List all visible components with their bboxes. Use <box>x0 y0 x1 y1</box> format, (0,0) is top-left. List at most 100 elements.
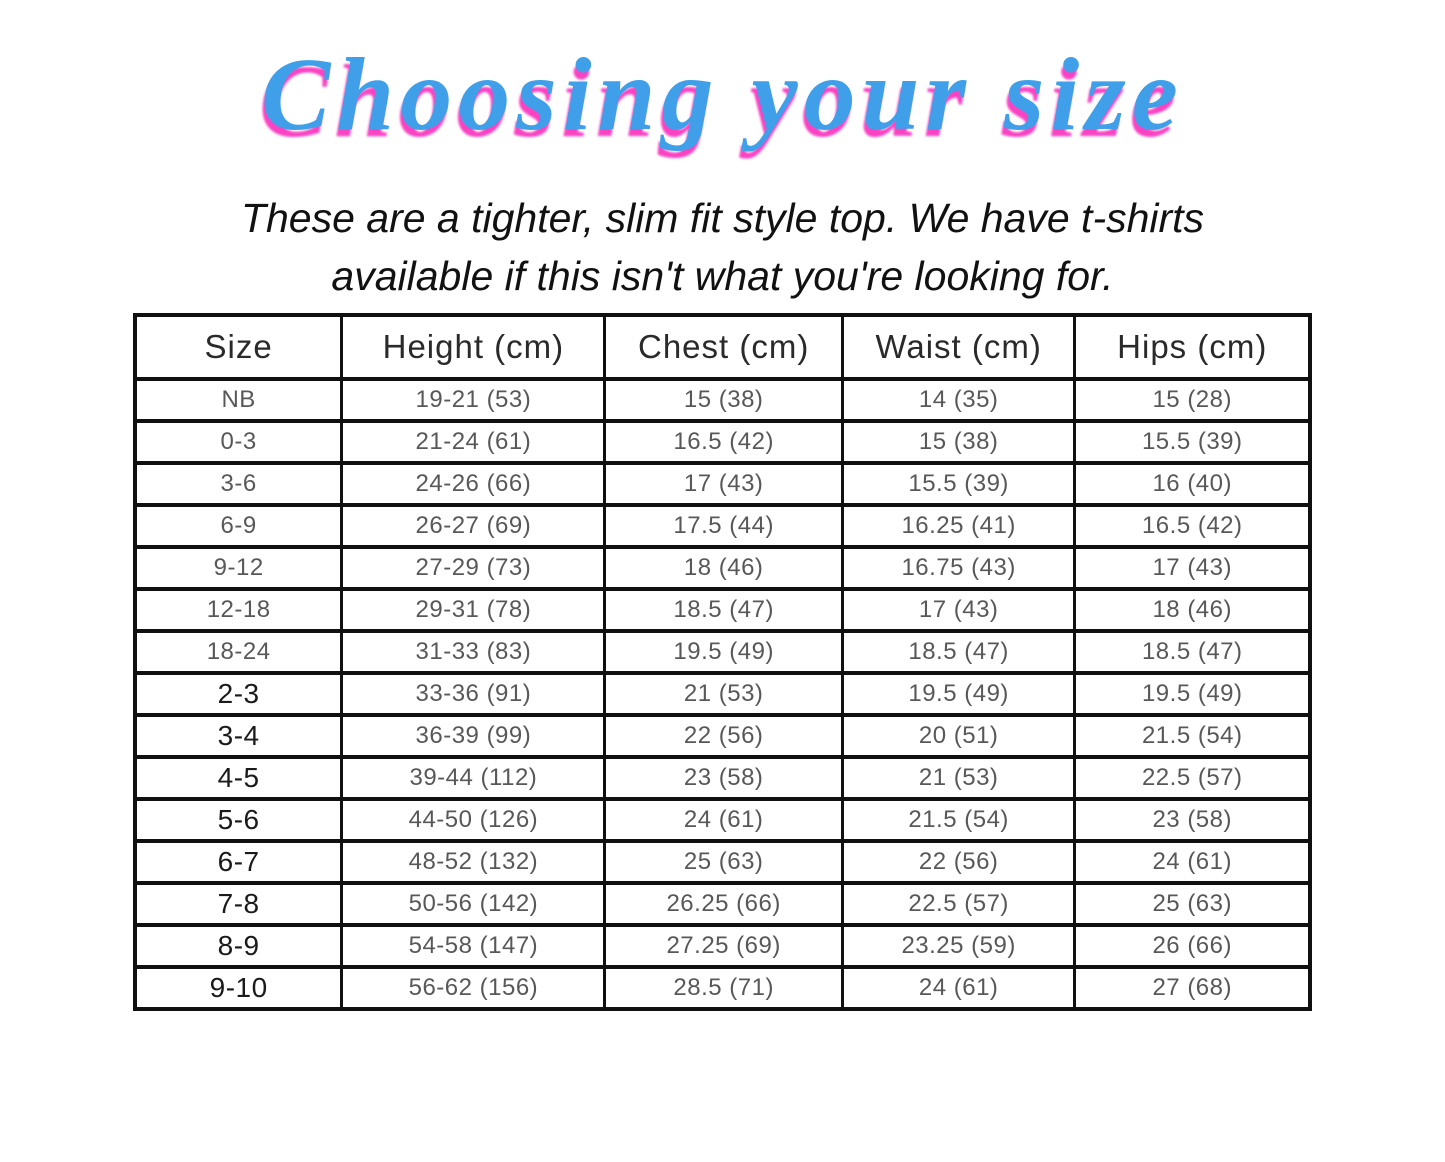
measurement-cell: 24 (61) <box>603 797 844 844</box>
measurement-cell: 25 (63) <box>603 839 844 886</box>
column-header-chest: Chest (cm) <box>603 313 844 382</box>
measurement-cell: 21-24 (61) <box>340 419 607 466</box>
table-row-18-24: 18-24 31-33 (83) 19.5 (49) 18.5 (47) 18.5 (4… <box>133 629 1312 676</box>
measurement-cell: 22.5 (57) <box>840 881 1077 928</box>
measurement-cell: 27 (68) <box>1073 965 1312 1012</box>
size-cell: 2-3 <box>133 671 344 718</box>
measurement-cell: 15 (38) <box>840 419 1077 466</box>
measurement-cell: 24 (61) <box>840 965 1077 1012</box>
measurement-cell: 15 (28) <box>1073 377 1312 424</box>
table-row-3-4: 3-4 36-39 (99) 22 (56) 20 (51) 21.5 (54) <box>133 713 1312 760</box>
measurement-cell: 44-50 (126) <box>340 797 607 844</box>
header-row: Size Height (cm) Chest (cm) Waist (cm) Hips … <box>133 313 1312 382</box>
measurement-cell: 22 (56) <box>603 713 844 760</box>
measurement-cell: 48-52 (132) <box>340 839 607 886</box>
measurement-cell: 29-31 (78) <box>340 587 607 634</box>
measurement-cell: 21 (53) <box>840 755 1077 802</box>
column-header-hips: Hips (cm) <box>1073 313 1312 382</box>
size-cell: NB <box>133 377 344 424</box>
table-row-4-5: 4-5 39-44 (112) 23 (58) 21 (53) 22.5 (57) <box>133 755 1312 802</box>
measurement-cell: 23.25 (59) <box>840 923 1077 970</box>
size-cell: 9-10 <box>133 965 344 1012</box>
measurement-cell: 23 (58) <box>1073 797 1312 844</box>
measurement-cell: 24 (61) <box>1073 839 1312 886</box>
measurement-cell: 18.5 (47) <box>603 587 844 634</box>
size-cell: 7-8 <box>133 881 344 928</box>
measurement-cell: 27.25 (69) <box>603 923 844 970</box>
page-title: Choosing your size <box>261 37 1184 152</box>
size-cell: 6-7 <box>133 839 344 886</box>
measurement-cell: 18.5 (47) <box>1073 629 1312 676</box>
measurement-cell: 18 (46) <box>1073 587 1312 634</box>
measurement-cell: 22 (56) <box>840 839 1077 886</box>
measurement-cell: 18 (46) <box>603 545 844 592</box>
measurement-cell: 56-62 (156) <box>340 965 607 1012</box>
size-chart-body: NB 19-21 (53) 15 (38) 14 (35) 15 (28) 0-3 21-2… <box>133 377 1312 1012</box>
measurement-cell: 21.5 (54) <box>1073 713 1312 760</box>
measurement-cell: 17 (43) <box>603 461 844 508</box>
measurement-cell: 33-36 (91) <box>340 671 607 718</box>
measurement-cell: 36-39 (99) <box>340 713 607 760</box>
table-row-nb: NB 19-21 (53) 15 (38) 14 (35) 15 (28) <box>133 377 1312 424</box>
measurement-cell: 16.25 (41) <box>840 503 1077 550</box>
subtitle-line-1: These are a tighter, slim fit style top.… <box>240 194 1205 241</box>
size-cell: 9-12 <box>133 545 344 592</box>
subtitle-line-2: available if this isn't what you're look… <box>331 253 1114 300</box>
table-row-5-6: 5-6 44-50 (126) 24 (61) 21.5 (54) 23 (58) <box>133 797 1312 844</box>
measurement-cell: 14 (35) <box>840 377 1077 424</box>
measurement-cell: 20 (51) <box>840 713 1077 760</box>
measurement-cell: 39-44 (112) <box>340 755 607 802</box>
size-cell: 3-4 <box>133 713 344 760</box>
column-header-size: Size <box>133 313 344 382</box>
measurement-cell: 22.5 (57) <box>1073 755 1312 802</box>
table-row-7-8: 7-8 50-56 (142) 26.25 (66) 22.5 (57) 25 (63) <box>133 881 1312 928</box>
measurement-cell: 50-56 (142) <box>340 881 607 928</box>
measurement-cell: 24-26 (66) <box>340 461 607 508</box>
measurement-cell: 28.5 (71) <box>603 965 844 1012</box>
measurement-cell: 18.5 (47) <box>840 629 1077 676</box>
size-cell: 3-6 <box>133 461 344 508</box>
table-row-6-9: 6-9 26-27 (69) 17.5 (44) 16.25 (41) 16.5 (42… <box>133 503 1312 550</box>
measurement-cell: 19-21 (53) <box>340 377 607 424</box>
measurement-cell: 26 (66) <box>1073 923 1312 970</box>
measurement-cell: 23 (58) <box>603 755 844 802</box>
measurement-cell: 15 (38) <box>603 377 844 424</box>
table-row-9-10: 9-10 56-62 (156) 28.5 (71) 24 (61) 27 (68) <box>133 965 1312 1012</box>
table-row-12-18: 12-18 29-31 (78) 18.5 (47) 17 (43) 18 (46) <box>133 587 1312 634</box>
measurement-cell: 16.5 (42) <box>1073 503 1312 550</box>
measurement-cell: 19.5 (49) <box>840 671 1077 718</box>
table-row-0-3: 0-3 21-24 (61) 16.5 (42) 15 (38) 15.5 (39) <box>133 419 1312 466</box>
measurement-cell: 27-29 (73) <box>340 545 607 592</box>
column-header-waist: Waist (cm) <box>840 313 1077 382</box>
measurement-cell: 25 (63) <box>1073 881 1312 928</box>
size-cell: 12-18 <box>133 587 344 634</box>
measurement-cell: 21 (53) <box>603 671 844 718</box>
size-cell: 18-24 <box>133 629 344 676</box>
measurement-cell: 16.75 (43) <box>840 545 1077 592</box>
column-header-height: Height (cm) <box>340 313 607 382</box>
measurement-cell: 17 (43) <box>1073 545 1312 592</box>
measurement-cell: 17.5 (44) <box>603 503 844 550</box>
table-row-3-6: 3-6 24-26 (66) 17 (43) 15.5 (39) 16 (40) <box>133 461 1312 508</box>
measurement-cell: 15.5 (39) <box>1073 419 1312 466</box>
measurement-cell: 19.5 (49) <box>603 629 844 676</box>
measurement-cell: 16 (40) <box>1073 461 1312 508</box>
measurement-cell: 16.5 (42) <box>603 419 844 466</box>
measurement-cell: 26.25 (66) <box>603 881 844 928</box>
measurement-cell: 54-58 (147) <box>340 923 607 970</box>
size-cell: 5-6 <box>133 797 344 844</box>
size-cell: 4-5 <box>133 755 344 802</box>
size-guide-page: Choosing your size These are a tighter, … <box>0 6 1445 1162</box>
measurement-cell: 26-27 (69) <box>340 503 607 550</box>
table-row-9-12: 9-12 27-29 (73) 18 (46) 16.75 (43) 17 (43) <box>133 545 1312 592</box>
size-chart-table: Size Height (cm) Chest (cm) Waist (cm) Hips … <box>133 313 1312 1012</box>
table-row-6-7: 6-7 48-52 (132) 25 (63) 22 (56) 24 (61) <box>133 839 1312 886</box>
size-cell: 8-9 <box>133 923 344 970</box>
measurement-cell: 15.5 (39) <box>840 461 1077 508</box>
size-cell: 0-3 <box>133 419 344 466</box>
measurement-cell: 31-33 (83) <box>340 629 607 676</box>
measurement-cell: 17 (43) <box>840 587 1077 634</box>
subtitle: These are a tighter, slim fit style top.… <box>0 189 1445 305</box>
measurement-cell: 19.5 (49) <box>1073 671 1312 718</box>
table-row-8-9: 8-9 54-58 (147) 27.25 (69) 23.25 (59) 26 (66… <box>133 923 1312 970</box>
